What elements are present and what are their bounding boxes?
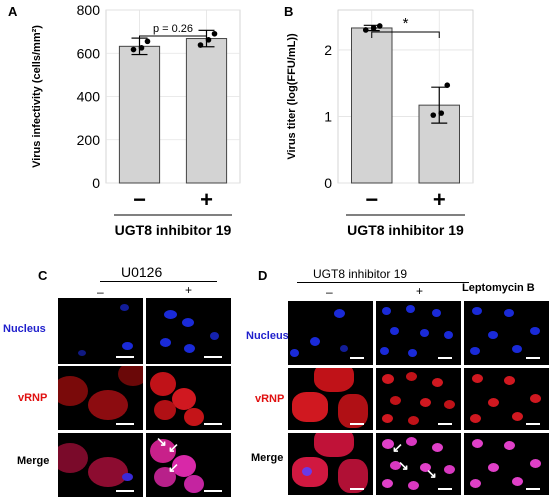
chart-b: 0 1 2 − + * Virus titer (log(FFU/mL)) UGT8 inhi… [286,9,474,235]
d-vrnp-minus [288,368,373,430]
arrow-icon: ↘ [156,434,167,449]
panel-d-col-plus: + [416,284,424,298]
chart-b-datapoint [444,82,451,88]
chart-a-xlabel: UGT8 inhibitor 19 [115,222,232,235]
panel-d-leptomycin-label: Leptomycin B [462,282,535,294]
d-merge-plus: ↙ ↘ ↘ [376,433,461,495]
d-merge-lepto [464,433,549,495]
chart-a-annotation: p = 0.26 [153,23,193,35]
arrow-icon: ↙ [168,460,179,475]
chart-a-ytick-label: 400 [77,89,101,105]
chart-a-significance-bracket [139,35,207,42]
d-vrnp-lepto [464,368,549,430]
panel-d-row-vrnp: vRNP [255,393,285,405]
chart-b-datapoint [376,23,383,29]
panel-d-group-underline [297,282,469,283]
chart-b-ytick-label: 0 [324,175,332,191]
chart-b-datapoint [362,27,369,33]
c-merge-plus: ↘ ↙ ↙ [146,433,231,497]
chart-b-ylabel: Virus titer (log(FFU/mL)) [286,33,298,160]
chart-a-ytick-label: 600 [77,45,101,61]
chart-a-datapoint [144,38,151,45]
chart-b-bar [351,27,393,184]
d-merge-minus [288,433,373,495]
chart-a-ylabel: Virus infectivity (cells/mm²) [31,25,43,168]
chart-a-ytick-label: 800 [77,2,101,18]
panel-c-row-merge: Merge [17,455,50,467]
arrow-icon: ↘ [426,466,437,481]
d-nucleus-minus [288,301,373,365]
c-vrnp-plus [146,366,231,430]
d-vrnp-plus [376,368,461,430]
panel-c-group-label: U0126 [121,264,163,280]
c-vrnp-minus [58,366,143,430]
chart-a: 0 200 400 600 800 − + p = 0.26 Virus infectivity… [31,2,241,235]
chart-b-xlabel: UGT8 inhibitor 19 [347,222,464,235]
panel-d-group-label: UGT8 inhibitor 19 [313,267,408,281]
chart-a-datapoint [205,37,212,43]
panel-c-col-plus: + [185,283,193,297]
c-nucleus-plus [146,298,231,364]
panel-c-letter: C [38,268,48,283]
chart-b-annotation: * [403,15,409,32]
chart-b-datapoint [370,25,377,31]
chart-b-ytick-label: 2 [324,42,332,58]
c-nucleus-minus [58,298,143,364]
chart-a-datapoint [138,45,145,51]
arrow-icon: ↙ [168,440,179,455]
chart-a-bar [185,38,228,184]
chart-b-datapoint [430,112,437,118]
panel-d-row-merge: Merge [251,452,284,464]
chart-a-datapoint [130,46,137,53]
panel-c-row-nucleus: Nucleus [3,323,46,335]
panel-a-letter: A [8,4,18,19]
chart-a-category-label: − [133,187,146,212]
arrow-icon: ↙ [392,440,403,455]
d-nucleus-lepto [464,301,549,365]
chart-b-category-label: + [433,187,446,212]
chart-a-bar [118,45,161,184]
chart-a-ytick-label: 0 [92,175,100,191]
chart-a-datapoint [211,30,218,37]
chart-b-ytick-label: 1 [324,108,332,124]
d-nucleus-plus [376,301,461,365]
c-merge-minus [58,433,143,497]
chart-a-ytick-label: 200 [77,132,101,148]
panel-c-col-minus: – [97,285,104,299]
panel-b-letter: B [284,4,294,19]
chart-a-category-label: + [200,187,213,212]
chart-b-datapoint [438,110,445,116]
arrow-icon: ↘ [398,458,409,473]
panel-d-col-minus: – [326,285,333,299]
panel-d-row-nucleus: Nucleus [246,330,289,342]
panel-c-group-underline [100,281,217,282]
chart-b-significance-bracket [371,31,440,38]
panel-d-letter: D [258,268,268,283]
chart-a-datapoint [197,42,204,48]
panel-c-row-vrnp: vRNP [18,392,48,404]
chart-b-category-label: − [365,187,378,212]
